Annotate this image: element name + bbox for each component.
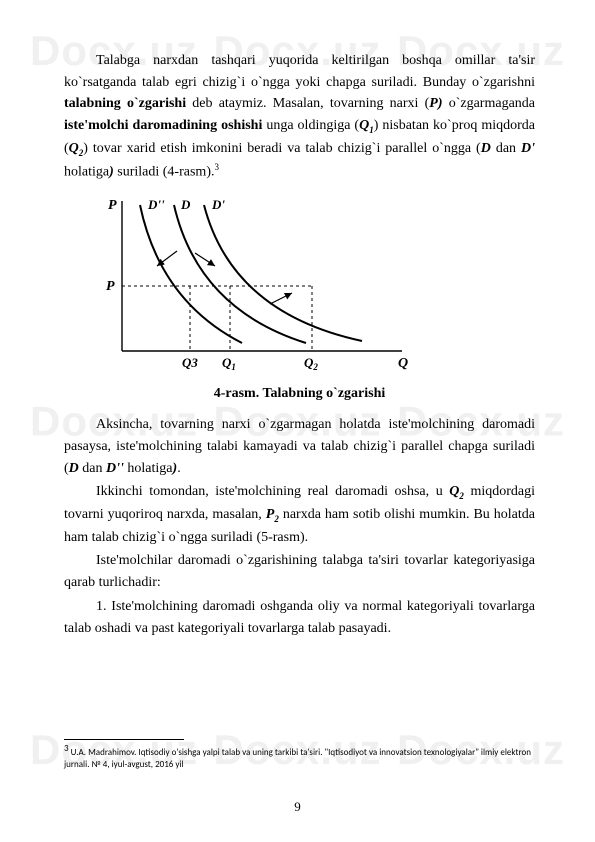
text: Talabga narxdan tashqari yuqorida keltir… xyxy=(64,53,535,90)
text: holatiga xyxy=(64,164,109,179)
var-D-prime: D' xyxy=(521,141,535,156)
paragraph-4: Iste'molchilar daromadi o`zgarishining t… xyxy=(64,550,535,593)
var-D: D xyxy=(69,461,79,476)
text: holatiga xyxy=(124,461,173,476)
var-D-double-prime: D'' xyxy=(106,461,124,476)
svg-text:P: P xyxy=(106,279,115,294)
var-Q: Q xyxy=(69,141,79,156)
text: Ikkinchi tomondan, iste'molchining real … xyxy=(96,484,449,499)
svg-text:Q1: Q1 xyxy=(222,355,236,371)
page-number: 9 xyxy=(294,797,301,817)
text: ) tovar xarid etish imkonini beradi va t… xyxy=(83,141,480,156)
text: . xyxy=(177,461,181,476)
var-P: P) xyxy=(429,96,442,111)
footnote-separator xyxy=(64,739,184,740)
var-Q: Q xyxy=(449,484,459,499)
svg-text:D: D xyxy=(180,197,191,212)
page-content: Talabga narxdan tashqari yuqorida keltir… xyxy=(64,50,535,771)
bold-text: iste'molchi daromadining oshishi xyxy=(64,118,262,133)
footnote-ref: 3 xyxy=(214,162,219,172)
paragraph-3: Ikkinchi tomondan, iste'molchining real … xyxy=(64,481,535,548)
bold-text: talabning o`zgarishi xyxy=(64,96,186,111)
text: dan xyxy=(79,461,106,476)
var-Q: Q xyxy=(359,118,369,133)
svg-text:Q3: Q3 xyxy=(182,355,198,370)
footnote: 3 U.A. Madrahimov. Iqtisodiy o'sishga ya… xyxy=(64,743,535,770)
var-D: D xyxy=(481,141,491,156)
text: o`zgarmaganda xyxy=(443,96,535,111)
text: suriladi (4-rasm). xyxy=(114,164,215,179)
paragraph-1: Talabga narxdan tashqari yuqorida keltir… xyxy=(64,50,535,183)
svg-text:P: P xyxy=(108,198,117,213)
text: deb ataymiz. Masalan, tovarning narxi ( xyxy=(186,96,429,111)
paragraph-2: Aksincha, tovarning narxi o`zgarmagan ho… xyxy=(64,414,535,479)
svg-text:D'': D'' xyxy=(147,197,165,212)
svg-text:Q: Q xyxy=(398,356,408,371)
footnote-text: U.A. Madrahimov. Iqtisodiy o'sishga yalp… xyxy=(64,747,531,770)
svg-text:Q2: Q2 xyxy=(304,355,318,371)
text: dan xyxy=(491,141,521,156)
text: unga oldingiga ( xyxy=(262,118,359,133)
demand-shift-chart: P Q P D'' D D' Q3 Q1 Q2 xyxy=(82,191,535,379)
svg-text:D': D' xyxy=(211,197,225,212)
figure-caption: 4-rasm. Talabning o`zgarishi xyxy=(64,383,535,405)
paragraph-5: 1. Iste'molchining daromadi oshganda oli… xyxy=(64,596,535,639)
chart-svg: P Q P D'' D D' Q3 Q1 Q2 xyxy=(82,191,422,371)
